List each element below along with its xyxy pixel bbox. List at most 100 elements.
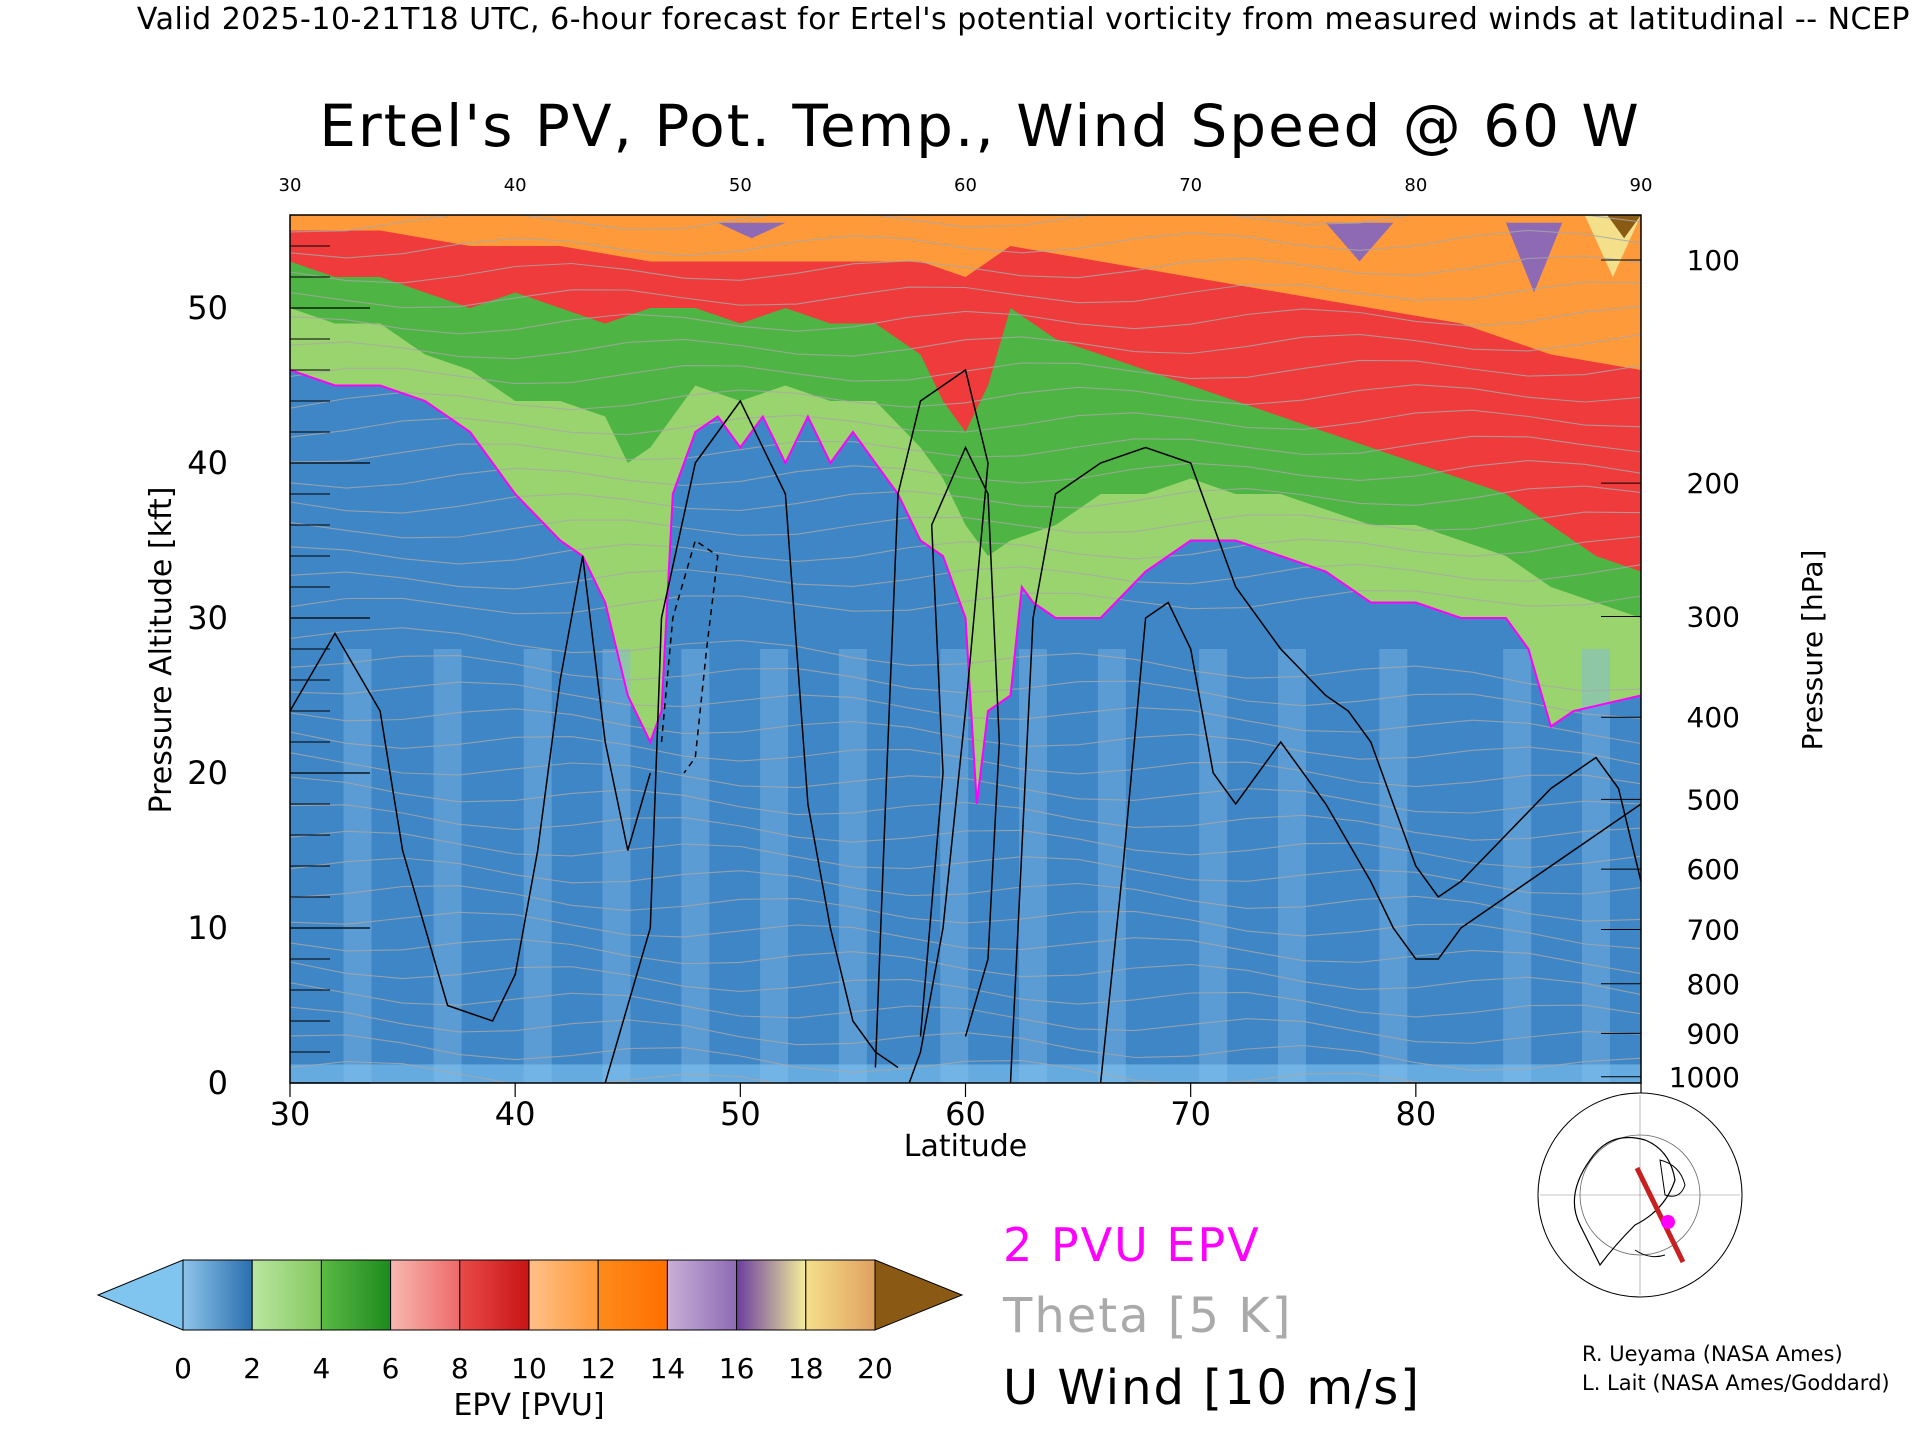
chart-title: Ertel's PV, Pot. Temp., Wind Speed @ 60 … [319,92,1641,160]
field-high-pv-patch [717,222,786,239]
theta-isentrope [290,305,1641,335]
theta-isentrope [290,215,1641,233]
pressure-tick-label: 900 [1687,1017,1740,1050]
colorbar-segment [736,1259,807,1331]
colorbar-tick-label: 14 [650,1352,686,1385]
x-tick-label: 60 [945,1095,986,1133]
theta-isentrope [290,384,1641,411]
theta-isentrope [290,911,1641,975]
continent-outline [1573,1136,1676,1267]
x-tick-label: 70 [1170,1095,1211,1133]
cross-section-track [1634,1166,1686,1264]
theta-isentrope [290,590,1641,615]
colorbar-segment [251,1259,322,1331]
colorbar-tick-label: 8 [451,1352,469,1385]
theta-isentrope [290,1034,1425,1083]
field-stripe [1019,649,1048,1083]
y-tick-label: 20 [187,754,228,792]
theta-isentrope [290,708,1641,766]
colorbar-segment [459,1259,530,1331]
credit-line-2: L. Lait (NASA Ames/Goddard) [1582,1371,1890,1395]
theta-isentrope [290,885,1641,950]
epv-field [290,215,1641,1083]
x-top-tick-label: 80 [1404,175,1427,196]
colorbar-tick-label: 6 [382,1352,400,1385]
x-axis-label: Latitude [904,1129,1027,1164]
contour-u-10-m-s-jet-east-flank- [874,368,989,1083]
theta-isentrope [290,229,1641,259]
colorbar-segment [390,1259,461,1331]
theta-isentrope [290,563,1641,590]
field-surface-band [290,1064,1641,1083]
theta-isentrope [290,511,1641,539]
pressure-tick-label: 1000 [1669,1061,1740,1094]
theta-isentrope [290,938,1641,996]
theta-isentrope [290,627,1641,692]
pressure-tick-label: 100 [1687,244,1740,277]
colorbar-tick-label: 10 [511,1352,547,1385]
x-tick-label: 40 [495,1095,536,1133]
y-tick-label: 30 [187,599,228,637]
contour-u-10-m-s-north- [1009,446,1641,1083]
field-stripe [1277,649,1306,1083]
colorbar-segment [805,1259,876,1331]
contour-u-10-m-s-jet-west-flank- [604,399,899,1083]
field-high-pv-patch [1505,222,1563,293]
field-stripe [681,649,710,1083]
x-top-tick-label: 40 [504,175,527,196]
theta-isentrope [290,1006,1641,1071]
y2-axis-label: Pressure [hPa] [1796,550,1829,751]
colorbar-segment [597,1259,668,1331]
colorbar-tick-label: 12 [580,1352,616,1385]
epv-colorbar: 0 2 4 6 8 10 12 14 16 18 20 EPV [PVU] [96,1259,964,1423]
contour-u-10-m-s-south- [290,555,652,1022]
field-high-pv-patch [1325,222,1394,262]
contour-2pvu [290,369,1641,805]
pressure-tick-label: 400 [1687,701,1740,734]
theta-isentrope [290,535,1641,565]
y-tick-label: 50 [187,289,228,327]
x-tick-label: 80 [1395,1095,1436,1133]
field-stripe [1379,649,1408,1083]
colorbar-segment [182,1259,253,1331]
theta-isentrope [290,409,1641,438]
theta-isentrope [290,333,1641,360]
contour-u-10-m-s [660,539,719,774]
x-top-tick-label: 70 [1179,175,1202,196]
field-band-2-pvu-epv [290,370,1641,1083]
theta-isentrope [290,485,1641,514]
theta-isentrope [290,982,1641,1044]
field-stripe [1581,649,1610,1083]
y-tick-label: 40 [187,444,228,482]
colorbar-tick-label: 16 [719,1352,755,1385]
x-top-tick-label: 30 [279,175,302,196]
theta-isentrope [290,776,1641,841]
wind-contours [290,368,1641,1083]
legend-u-wind: U Wind [10 m/s] [1003,1360,1422,1416]
field-stripe [760,649,789,1083]
cross-section-center-marker [1661,1215,1675,1229]
field-stripe [602,649,631,1083]
colorbar-tick-label: 20 [857,1352,893,1385]
colorbar-tick-label: 4 [312,1352,330,1385]
x-top-tick-label: 60 [954,175,977,196]
colorbar-over-arrow [874,1259,964,1331]
locator-map [1537,1092,1743,1298]
theta-isentrope [290,752,1641,814]
colorbar-tick-label: 0 [174,1352,192,1385]
pressure-tick-label: 300 [1687,600,1740,633]
x-tick-label: 50 [720,1095,761,1133]
field-stripe [343,649,372,1083]
theta-isentrope [290,830,1641,895]
colorbar-tick-label: 18 [788,1352,824,1385]
pressure-tick-label: 800 [1687,968,1740,1001]
field-stripe [433,649,462,1083]
theta-isentrope [290,255,1641,284]
theta-isentrope [290,857,1641,922]
colorbar-under-arrow [96,1259,184,1331]
theta-isentrope [290,281,1641,309]
theta-isentrope [290,655,1641,719]
field-stripe [523,649,552,1083]
theta-isentrope [290,804,1641,869]
